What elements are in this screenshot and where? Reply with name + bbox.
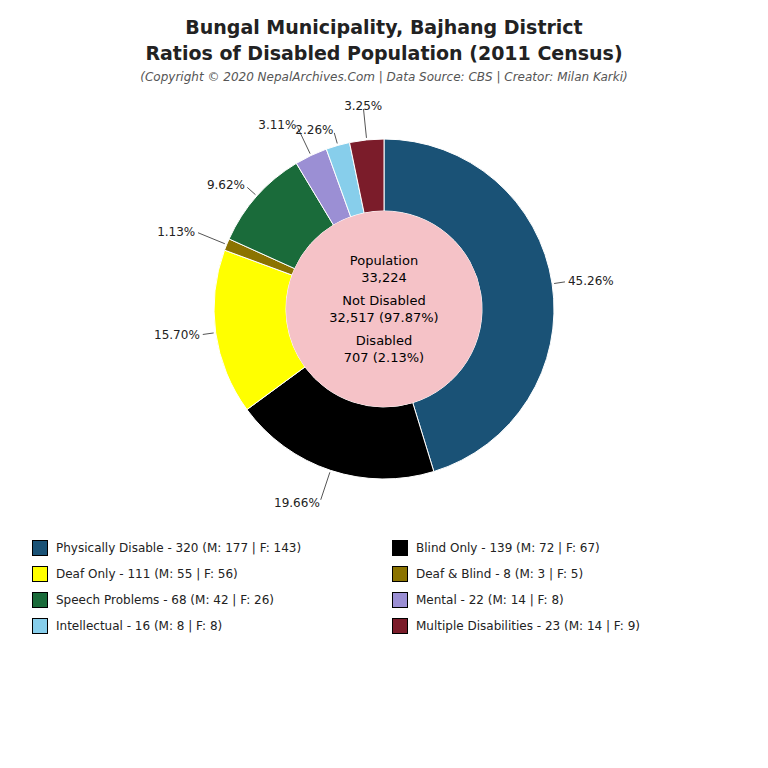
html-text:Population: Population <box>349 253 419 268</box>
html-text:Intellectual - 16 (M: 8 | F: 8: Intellectual - 16 (M: 8 | F: 8) <box>56 619 223 633</box>
html-text:Blind Only - 139 (M: 72 | F: 6: Blind Only - 139 (M: 72 | F: 67) <box>416 541 600 555</box>
html-text:Multiple Disabilities - 23 (M:: Multiple Disabilities - 23 (M: 14 | F: 9… <box>416 619 640 633</box>
html-text:Disabled: Disabled <box>355 333 413 348</box>
html-text:Not Disabled: Not Disabled <box>342 293 426 308</box>
html-text:Speech Problems - 68 (M: 42 |: Speech Problems - 68 (M: 42 | F: 26) <box>56 593 274 607</box>
svg-text:45.26%: 45.26% <box>568 274 614 288</box>
html-text:Deaf & Blind - 8 (M: 3 | F: 5): Deaf & Blind - 8 (M: 3 | F: 5) <box>416 567 584 581</box>
html-text:707 (2.13%): 707 (2.13%) <box>343 350 425 365</box>
html-text:Bungal Municipality, Bajhang D: Bungal Municipality, Bajhang District <box>185 16 583 38</box>
svg-text:3.11%: 3.11% <box>258 118 296 132</box>
svg-text:1.13%: 1.13% <box>157 225 195 239</box>
svg-text:2.26%: 2.26% <box>295 123 333 137</box>
svg-text:19.66%: 19.66% <box>274 496 320 510</box>
html-text:33,224: 33,224 <box>361 270 407 285</box>
svg-text:9.62%: 9.62% <box>207 178 245 192</box>
html-text:Mental - 22 (M: 14 | F: 8): Mental - 22 (M: 14 | F: 8) <box>416 593 564 607</box>
html-text:32,517 (97.87%): 32,517 (97.87%) <box>329 310 439 325</box>
html-text:(Copyright © 2020 NepalArchive: (Copyright © 2020 NepalArchives.Com | Da… <box>140 70 628 84</box>
html-text:Ratios of Disabled Population: Ratios of Disabled Population (2011 Cens… <box>145 42 623 64</box>
svg-text:3.25%: 3.25% <box>344 99 382 113</box>
svg-text:15.70%: 15.70% <box>154 328 200 342</box>
html-text:Physically Disable - 320 (M: 1: Physically Disable - 320 (M: 177 | F: 14… <box>56 541 302 555</box>
html-text:Deaf Only - 111 (M: 55 | F: 56: Deaf Only - 111 (M: 55 | F: 56) <box>56 567 238 581</box>
